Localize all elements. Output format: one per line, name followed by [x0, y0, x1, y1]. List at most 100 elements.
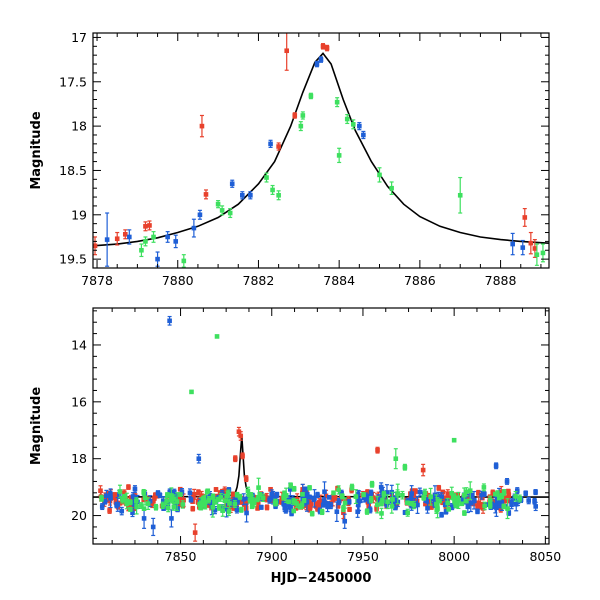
data-marker — [533, 489, 538, 495]
data-point — [319, 508, 325, 516]
data-marker — [336, 153, 342, 158]
x-tick-label: 7886 — [404, 273, 436, 288]
data-marker — [213, 487, 219, 492]
data-marker — [294, 501, 299, 506]
data-point — [400, 490, 405, 500]
data-marker — [439, 512, 444, 518]
data-marker — [496, 495, 502, 501]
data-point — [504, 478, 510, 485]
data-marker — [210, 505, 216, 510]
data-marker — [339, 490, 344, 496]
data-marker — [191, 491, 197, 497]
data-point — [281, 494, 286, 501]
data-marker — [141, 506, 147, 511]
data-marker — [464, 498, 469, 504]
data-point — [379, 507, 384, 520]
data-marker — [532, 246, 538, 251]
data-marker — [141, 489, 146, 495]
data-marker — [369, 481, 375, 487]
data-marker — [104, 493, 109, 499]
data-marker — [173, 239, 179, 244]
data-marker — [379, 511, 384, 516]
data-marker — [291, 499, 296, 504]
data-marker — [380, 498, 385, 503]
data-marker — [153, 504, 159, 510]
data-point — [167, 315, 172, 326]
data-marker — [128, 507, 133, 512]
data-point — [413, 488, 418, 494]
data-marker — [222, 498, 228, 504]
data-point — [342, 497, 348, 509]
data-point — [99, 494, 104, 502]
x-tick-label: 7850 — [165, 549, 197, 564]
data-point — [533, 501, 538, 512]
data-marker — [424, 497, 430, 503]
data-marker — [307, 507, 312, 513]
data-point — [199, 114, 205, 138]
data-marker — [155, 256, 160, 262]
data-marker — [479, 492, 484, 498]
data-marker — [151, 234, 156, 240]
data-point — [147, 220, 152, 231]
data-point — [152, 495, 157, 501]
data-point — [415, 495, 420, 514]
data-point — [115, 496, 121, 512]
data-marker — [142, 495, 148, 500]
data-point — [318, 56, 324, 63]
data-point — [276, 190, 281, 201]
data-point — [108, 488, 113, 509]
data-point — [513, 490, 518, 502]
data-marker — [339, 494, 345, 499]
data-marker — [202, 503, 208, 508]
data-marker — [446, 507, 452, 512]
data-point — [311, 495, 317, 503]
data-marker — [307, 494, 312, 500]
data-marker — [349, 484, 355, 490]
data-point — [232, 500, 238, 509]
data-marker — [311, 496, 317, 502]
data-marker — [479, 502, 485, 508]
data-point — [307, 485, 312, 491]
data-marker — [260, 495, 266, 501]
data-marker — [374, 506, 379, 511]
data-point — [196, 489, 201, 496]
data-marker — [249, 504, 255, 509]
data-marker — [513, 494, 518, 499]
data-marker — [335, 503, 341, 509]
data-marker — [179, 489, 185, 495]
data-marker — [122, 232, 128, 237]
y-tick-label: 16 — [71, 394, 87, 409]
data-point — [467, 481, 473, 501]
data-marker — [160, 498, 166, 504]
data-point — [240, 452, 245, 460]
data-marker — [191, 225, 197, 231]
data-marker — [391, 500, 396, 506]
data-point — [119, 506, 125, 516]
data-marker — [119, 508, 125, 514]
data-marker — [108, 495, 113, 501]
data-marker — [533, 504, 538, 509]
data-point — [203, 189, 209, 200]
data-point — [439, 511, 444, 518]
y-tick-label: 18.5 — [59, 163, 87, 178]
data-marker — [270, 187, 275, 193]
data-point — [239, 506, 244, 513]
data-marker — [393, 505, 398, 511]
data-marker — [480, 506, 486, 511]
data-marker — [286, 499, 292, 505]
data-marker — [306, 497, 312, 503]
data-point — [449, 486, 455, 500]
data-marker — [342, 500, 348, 506]
data-marker — [356, 502, 361, 508]
data-marker — [482, 503, 487, 509]
data-point — [128, 499, 133, 506]
data-marker — [476, 504, 482, 509]
data-marker — [448, 494, 454, 500]
data-marker — [462, 510, 467, 516]
plot-area — [93, 33, 549, 268]
data-point — [321, 497, 327, 505]
data-marker — [367, 507, 373, 513]
y-tick-label: 17.5 — [59, 74, 87, 89]
data-marker — [216, 505, 222, 510]
data-point — [476, 503, 482, 510]
